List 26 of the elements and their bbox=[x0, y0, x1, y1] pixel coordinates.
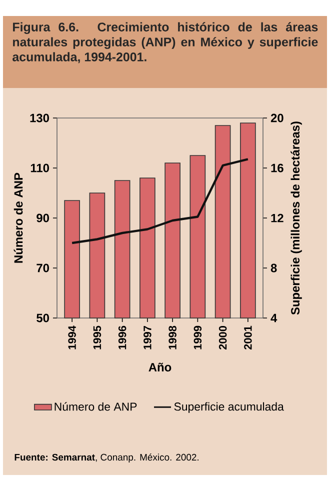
x-tick-label: 1995 bbox=[93, 326, 102, 350]
x-tick-label: 2001 bbox=[244, 326, 252, 350]
y2-tick-label: 8 bbox=[270, 264, 277, 272]
y2-tick-label: 4 bbox=[270, 314, 278, 322]
y-tick-label: 90 bbox=[36, 214, 49, 222]
y-tick-label: 110 bbox=[30, 164, 49, 172]
y2-tick-label: 16 bbox=[271, 164, 284, 172]
x-tick-label: 1999 bbox=[194, 326, 202, 350]
x-tick-label: 1994 bbox=[68, 326, 76, 350]
y-tick-label: 50 bbox=[36, 314, 49, 322]
line-series bbox=[70, 158, 250, 244]
legend-label: Número de ANP bbox=[54, 402, 137, 411]
y-tick-label: 70 bbox=[36, 264, 49, 272]
chart-title: Figura 6.6. Crecimiento histórico de las áreas naturales protegidas (ANP) en México y superficie acumulada, 1994-2001. bbox=[12, 22, 318, 64]
x-tick-label: 2000 bbox=[218, 326, 227, 350]
x-tick-label: 1997 bbox=[144, 326, 152, 350]
y-axis-title: Número de ANP bbox=[14, 172, 23, 263]
text: Fuente: Semarnat, Conanp. México. 2002. bbox=[14, 454, 198, 462]
x-axis-title: Año bbox=[148, 362, 172, 372]
legend-label: Superficie acumulada bbox=[174, 402, 284, 413]
y2-axis-title: Superficie (millones de hectáreas) bbox=[290, 122, 302, 315]
y2-tick-label: 12 bbox=[271, 214, 284, 222]
x-tick-label: 1998 bbox=[168, 326, 176, 350]
x-tick-label: 1996 bbox=[118, 326, 126, 350]
y-tick-label: 130 bbox=[30, 114, 49, 122]
y2-tick-label: 20 bbox=[270, 114, 284, 122]
